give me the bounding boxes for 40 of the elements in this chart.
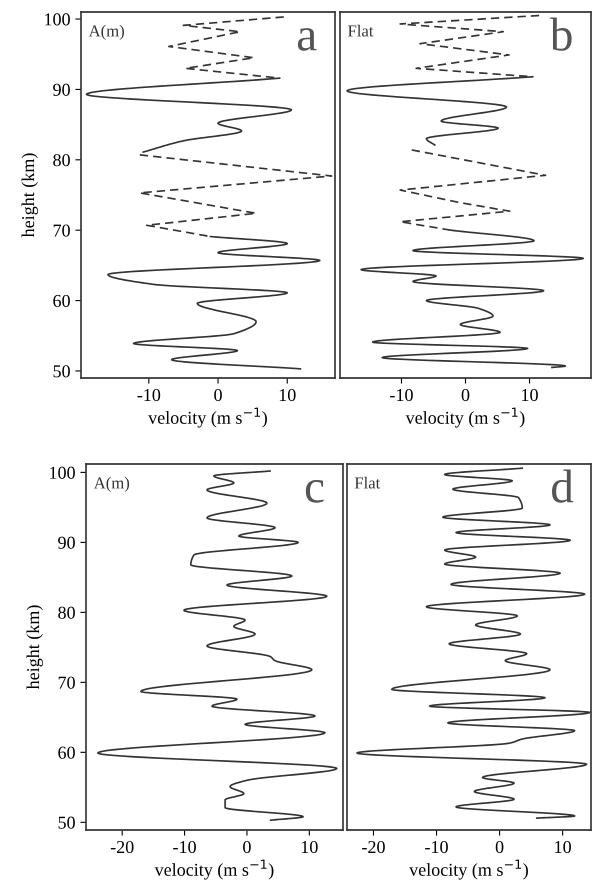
y-tick-label: 80 xyxy=(53,154,70,166)
x-tick-label: -10 xyxy=(137,388,160,402)
y-axis-title: height (km) xyxy=(26,605,43,690)
x-tick-label: 0 xyxy=(462,388,470,402)
x-tick-label: 0 xyxy=(496,840,504,854)
y-tick-label: 100 xyxy=(45,13,70,26)
x-tick-label: 10 xyxy=(280,388,296,402)
x-tick-label: 10 xyxy=(555,840,571,854)
annotation: b xyxy=(550,17,572,51)
annotation: A(m) xyxy=(88,24,124,40)
annotation: Flat xyxy=(354,476,380,489)
y-tick-label: 50 xyxy=(54,365,70,378)
x-tick-label: -10 xyxy=(425,840,448,854)
x-axis-title: velocity (m s$^{−1}$) xyxy=(148,408,267,428)
x-axis-title: velocity (m s$^{−1}$) xyxy=(154,860,274,880)
x-tick-label: 0 xyxy=(243,840,251,854)
x-tick-label: 10 xyxy=(522,388,538,402)
y-tick-label: 70 xyxy=(58,676,75,689)
x-axis-title: velocity (m s$^{−1}$) xyxy=(406,408,524,428)
x-tick-label: -10 xyxy=(173,840,196,854)
y-tick-label: 90 xyxy=(58,536,75,549)
x-tick-label: 0 xyxy=(214,388,222,402)
y-tick-label: 80 xyxy=(58,606,75,619)
annotation: a xyxy=(298,28,317,51)
x-tick-label: -20 xyxy=(362,840,385,854)
y-axis-title: height (km) xyxy=(22,153,38,238)
annotation: Flat xyxy=(348,24,374,37)
x-tick-label: 10 xyxy=(302,840,318,854)
annotation: c xyxy=(306,480,324,503)
annotation: d xyxy=(552,469,574,503)
x-tick-label: -20 xyxy=(110,840,134,854)
annotation: A(m) xyxy=(94,476,130,492)
x-tick-label: -10 xyxy=(390,388,413,402)
y-tick-label: 70 xyxy=(54,224,70,237)
y-tick-label: 60 xyxy=(53,294,70,308)
y-tick-label: 50 xyxy=(58,816,75,829)
y-tick-label: 100 xyxy=(50,466,75,479)
y-tick-label: 90 xyxy=(53,84,70,96)
x-axis-title: velocity (m s$^{−1}$) xyxy=(409,860,528,880)
y-tick-label: 60 xyxy=(58,746,75,759)
